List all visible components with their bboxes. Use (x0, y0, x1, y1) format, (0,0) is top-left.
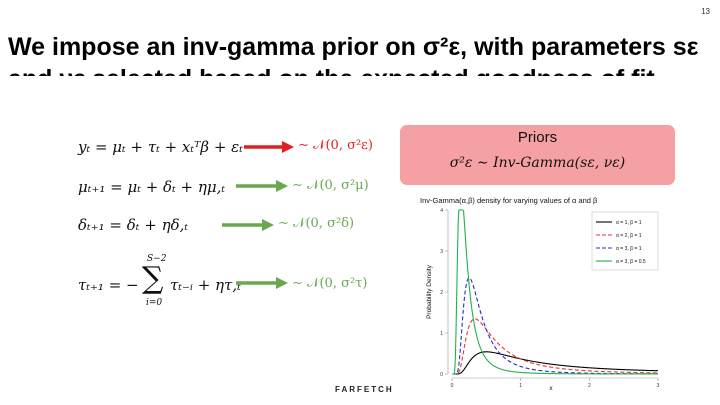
farfetch-logo: FARFETCH (335, 385, 394, 394)
x-tick-label: 2 (588, 383, 591, 389)
slide-title: We impose an inv-gamma prior on σ²ε, wit… (8, 33, 699, 61)
priors-box: Priors σ²ε ∼ Inv-Gamma(sε, νε) (400, 125, 675, 185)
slide-title-line2: and νε selected based on the expected go… (8, 64, 655, 76)
title-area: We impose an inv-gamma prior on σ²ε, wit… (0, 32, 720, 76)
x-tick-label: 0 (451, 383, 454, 389)
green-arrow-seasonal (236, 277, 288, 289)
x-tick-label: 3 (657, 383, 660, 389)
green-arrow-level (236, 180, 288, 192)
legend-entry: α = 2, β = 1 (616, 233, 642, 239)
observation-equation: yₜ = μₜ + τₜ + xₜᵀβ + εₜ (78, 138, 243, 156)
sum-upper-limit: S−2 (147, 254, 167, 264)
series-line (452, 351, 659, 375)
legend-entry: α = 3, β = 0.5 (616, 259, 646, 265)
x-tick-label: 1 (519, 383, 522, 389)
chart-axes: 0 1 2 3 4 0 1 2 3 (440, 208, 659, 389)
legend-entry: α = 1, β = 1 (616, 220, 642, 226)
chart-series (452, 209, 659, 375)
sum-lower-limit: i=0 (146, 298, 163, 308)
y-tick-label: 1 (440, 331, 443, 337)
seasonal-equation-lhs: τₜ₊₁ = − (78, 276, 139, 294)
seasonal-equation-rhs: τₜ₋ᵢ + ητ,ₜ (170, 276, 241, 294)
slide-number: 13 (701, 7, 710, 16)
priors-label: Priors (517, 129, 558, 146)
inv-gamma-density-chart: Inv-Gamma(α,β) density for varying value… (420, 196, 660, 392)
series-line (452, 318, 659, 375)
chart-y-label: Probability Density (426, 264, 433, 319)
summation-symbol: ∑ (142, 261, 164, 296)
chart-legend: α = 1, β = 1 α = 2, β = 1 α = 3, β = 1 α = … (591, 211, 659, 271)
chart-x-label: x (549, 385, 553, 392)
level-noise-dist: ∼ 𝒩(0, σ²μ) (292, 178, 369, 193)
y-tick-label: 2 (440, 290, 443, 296)
level-equation: μₜ₊₁ = μₜ + δₜ + ημ,ₜ (78, 178, 226, 196)
y-tick-label: 4 (440, 208, 443, 214)
red-arrow (244, 141, 294, 153)
y-tick-label: 3 (440, 249, 443, 255)
legend-entry: α = 3, β = 1 (616, 246, 642, 252)
seasonal-noise-dist: ∼ 𝒩(0, σ²τ) (292, 276, 368, 291)
slope-noise-dist: ∼ 𝒩(0, σ²δ) (278, 216, 355, 231)
observation-noise-dist: ∼ 𝒩(0, σ²ε) (298, 138, 373, 153)
priors-formula: σ²ε ∼ Inv-Gamma(sε, νε) (449, 155, 626, 171)
chart-title: Inv-Gamma(α,β) density for varying value… (420, 196, 598, 205)
slope-equation: δₜ₊₁ = δₜ + ηδ,ₜ (78, 216, 189, 234)
y-tick-label: 0 (440, 372, 443, 378)
series-line (452, 209, 658, 375)
green-arrow-slope (222, 219, 274, 231)
series-line (452, 277, 658, 375)
